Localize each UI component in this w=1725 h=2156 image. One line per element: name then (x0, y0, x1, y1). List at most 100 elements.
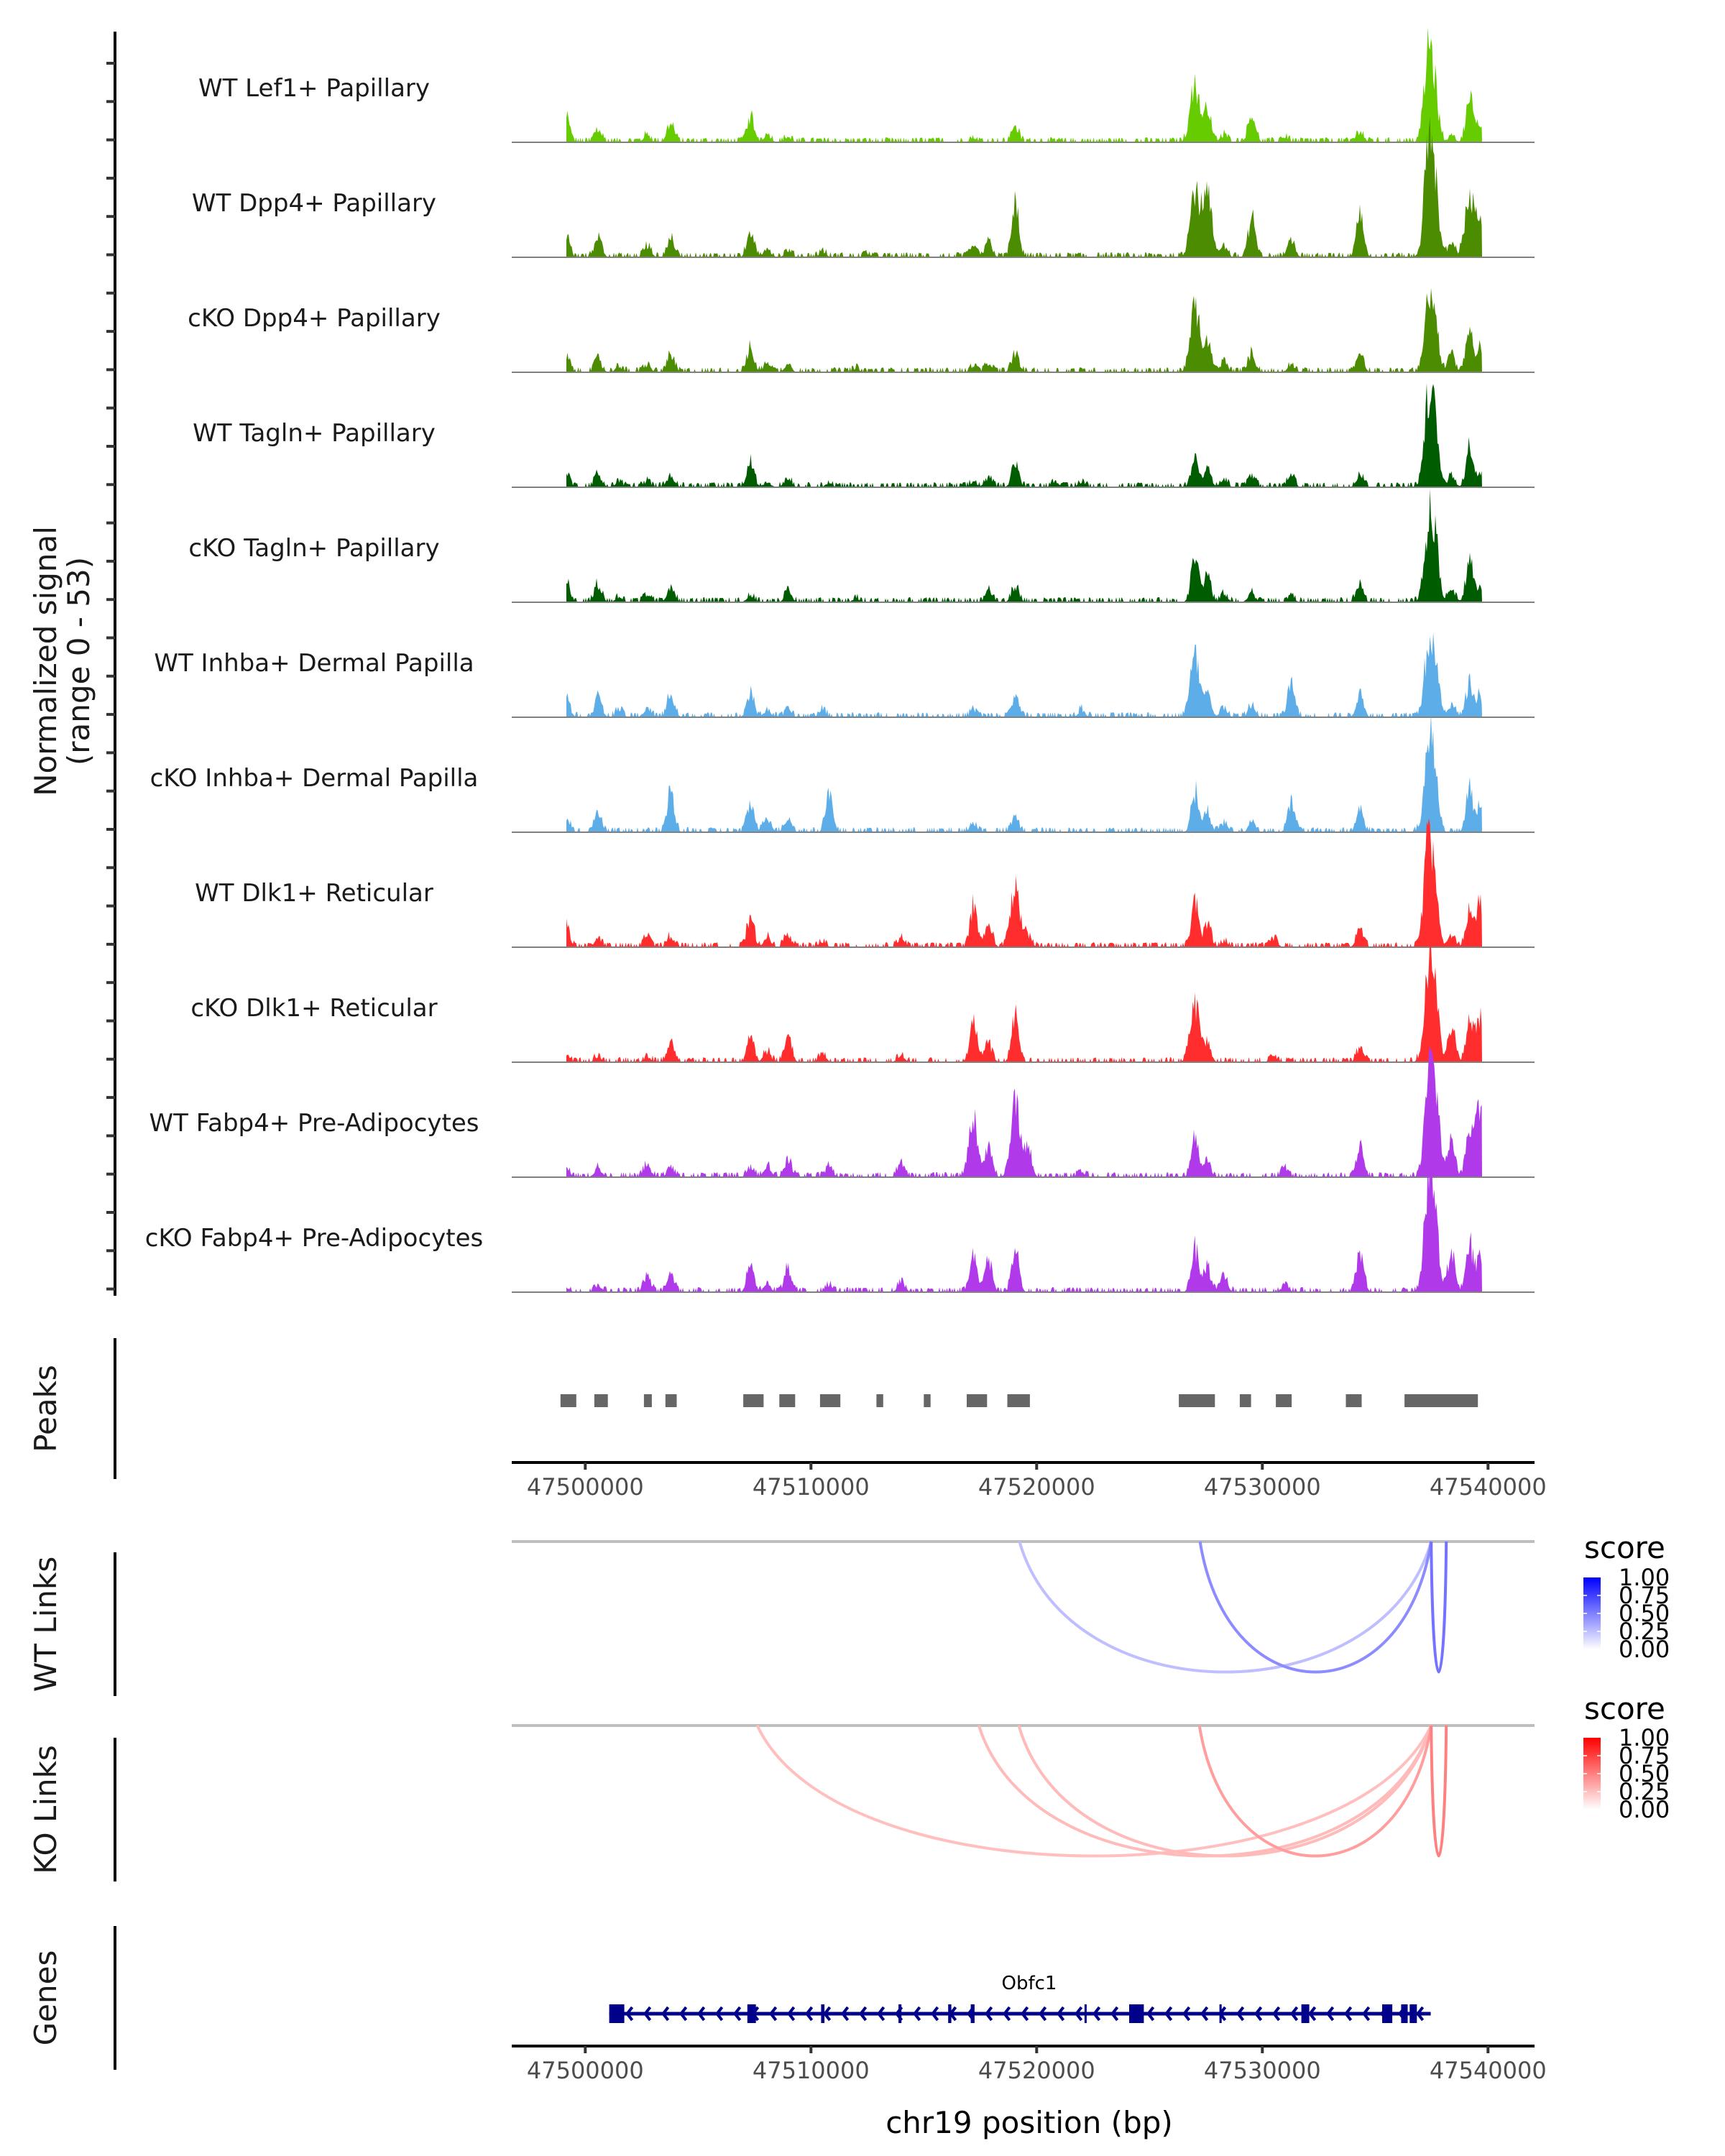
gene-exon (1129, 2004, 1144, 2023)
ko-links-label: KO Links (28, 1745, 63, 1874)
coverage-track-label: WT Dlk1+ Reticular (195, 879, 433, 908)
coverage-area (566, 27, 1482, 143)
gene-name-label: Obfc1 (1002, 1973, 1057, 1994)
coverage-area (566, 117, 1482, 257)
peak-region (924, 1394, 931, 1407)
wt-legend-title: score (1584, 1530, 1665, 1565)
peak-region (594, 1394, 608, 1407)
wt-score-legend: score 1.000.750.500.250.00 (1583, 1530, 1670, 1663)
strand-arrow (625, 2006, 634, 2022)
strand-arrow (1416, 2006, 1425, 2022)
genes-panel: Genes Obfc1 47500000 47510000 47520000 4753… (28, 1926, 1547, 2140)
coverage-track: WT Tagln+ Papillary (193, 383, 1535, 488)
coverage-track-label: WT Lef1+ Papillary (198, 74, 430, 103)
strand-arrow (823, 2006, 832, 2022)
coverage-track-label: cKO Dlk1+ Reticular (190, 994, 437, 1023)
strand-arrow (913, 2006, 921, 2022)
gene-exon (609, 2004, 625, 2023)
gene-exon (1401, 2004, 1408, 2023)
peak-region (1239, 1394, 1251, 1407)
ko-legend-title: score (1584, 1691, 1665, 1726)
strand-arrow (1110, 2006, 1119, 2022)
wt-link-arcs (1018, 1541, 1448, 1674)
coverage-area (566, 937, 1482, 1062)
ko-score-legend: score 1.000.750.500.250.00 (1583, 1691, 1670, 1823)
strand-arrow (859, 2006, 868, 2022)
peak-region (743, 1394, 764, 1407)
strand-arrow (1092, 2006, 1101, 2022)
strand-arrow (1182, 2006, 1191, 2022)
link-arc (1018, 1541, 1433, 1674)
peak-region (665, 1394, 677, 1407)
gene-exon (1219, 2004, 1222, 2023)
genes-label: Genes (28, 1950, 63, 2046)
coverage-track: cKO Tagln+ Papillary (188, 489, 1535, 603)
link-arc (1430, 1725, 1448, 1858)
strand-arrow (841, 2006, 850, 2022)
strand-arrow (715, 2006, 724, 2022)
link-arc (1017, 1725, 1433, 1858)
link-arc (1430, 1541, 1448, 1674)
strand-arrow (1344, 2006, 1353, 2022)
x-axis-bottom-ticks: 47500000 47510000 47520000 47530000 47540000 (527, 2046, 1547, 2084)
legend-tick-label: 1.00 (1619, 1724, 1670, 1751)
strand-arrow (1200, 2006, 1209, 2022)
x-axis-tick-label: 47520000 (978, 1473, 1095, 1501)
strand-arrow (643, 2006, 652, 2022)
x-axis-tick-label: 47510000 (753, 2057, 870, 2084)
legend-tick-label: 0.00 (1619, 1636, 1670, 1663)
strand-arrow (679, 2006, 688, 2022)
coverage-area (566, 383, 1482, 487)
coverage-track: cKO Inhba+ Dermal Papilla (150, 714, 1535, 833)
link-arc (1197, 1725, 1433, 1858)
x-axis-title: chr19 position (bp) (886, 2105, 1173, 2140)
strand-arrow (1326, 2006, 1335, 2022)
peak-region (967, 1394, 988, 1407)
strand-arrow (769, 2006, 778, 2022)
peaks-panel: Peaks 47500000 47510000 47520000 47530000 47… (28, 1338, 1547, 1501)
coverage-track-label: WT Fabp4+ Pre-Adipocytes (150, 1109, 479, 1138)
coverage-ylabel-line1: Normalized signal (28, 526, 63, 796)
peak-region (1276, 1394, 1292, 1407)
x-axis-tick-label: 47510000 (753, 1473, 870, 1501)
gene-exon (1409, 2004, 1417, 2023)
wt-legend-ticks: 1.000.750.500.250.00 (1583, 1564, 1670, 1663)
link-arc (1198, 1541, 1433, 1674)
strand-arrow (1272, 2006, 1281, 2022)
coverage-track-label: cKO Fabp4+ Pre-Adipocytes (145, 1224, 484, 1253)
x-axis-tick-label: 47500000 (527, 2057, 644, 2084)
gene-exon (821, 2004, 825, 2023)
coverage-track-label: cKO Tagln+ Papillary (188, 534, 439, 563)
coverage-track-label: WT Tagln+ Papillary (193, 419, 436, 448)
coverage-area (566, 489, 1482, 602)
coverage-track-label: WT Dpp4+ Papillary (192, 189, 436, 218)
ko-legend-ticks: 1.000.750.500.250.00 (1583, 1724, 1670, 1823)
strand-arrow (1003, 2006, 1011, 2022)
peak-region (819, 1394, 841, 1407)
gene-exon (898, 2004, 902, 2023)
strand-arrow (1164, 2006, 1173, 2022)
legend-tick-label: 0.50 (1619, 1600, 1670, 1627)
peak-region (560, 1394, 576, 1407)
legend-tick-label: 0.25 (1619, 1618, 1670, 1645)
peak-region (1179, 1394, 1215, 1407)
coverage-track-label: cKO Dpp4+ Papillary (188, 304, 441, 333)
coverage-track: WT Inhba+ Dermal Papilla (154, 632, 1535, 718)
strand-arrow (733, 2006, 742, 2022)
coverage-axis-ticks (106, 62, 115, 1291)
legend-tick-label: 1.00 (1619, 1564, 1670, 1591)
coverage-area (566, 818, 1482, 947)
x-axis-tick-label: 47530000 (1204, 1473, 1321, 1501)
strand-arrow (661, 2006, 670, 2022)
link-arc (977, 1725, 1433, 1858)
coverage-track-label: cKO Inhba+ Dermal Papilla (150, 764, 479, 793)
link-arc (755, 1725, 1433, 1858)
coverage-track: WT Lef1+ Papillary (198, 27, 1535, 143)
x-axis-tick-label: 47540000 (1430, 1473, 1547, 1501)
strand-arrow (1308, 2006, 1317, 2022)
strand-arrow (805, 2006, 814, 2022)
strand-arrow (931, 2006, 939, 2022)
coverage-ylabel-line2: (range 0 - 53) (61, 557, 96, 765)
peaks-label: Peaks (28, 1365, 63, 1452)
